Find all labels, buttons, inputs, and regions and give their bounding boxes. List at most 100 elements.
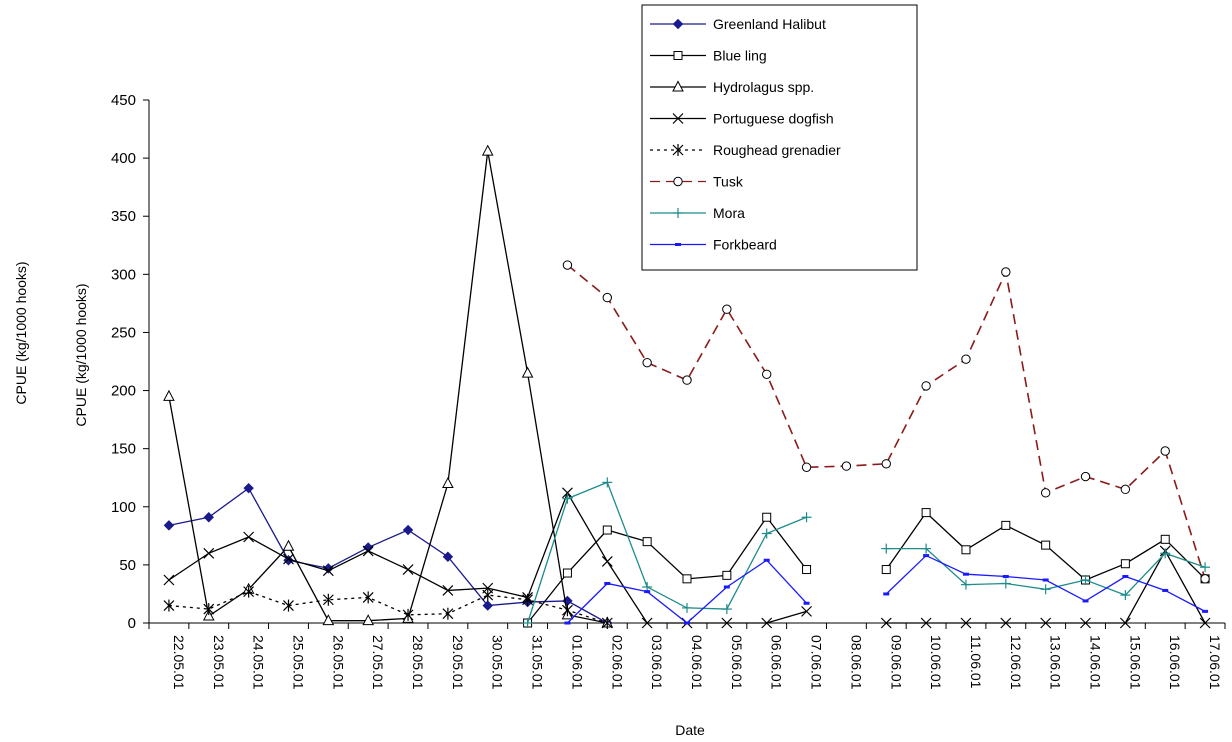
data-point	[1120, 559, 1130, 569]
series-line	[526, 481, 807, 624]
marker-stroke	[880, 617, 892, 629]
marker-stroke	[163, 574, 175, 586]
legend-label: Portuguese dogfish	[713, 111, 834, 127]
data-point	[960, 579, 971, 590]
data-point	[881, 459, 891, 469]
data-point	[362, 614, 375, 626]
x-tick-label: 09.06.01	[888, 635, 904, 690]
x-tick-label: 08.06.01	[848, 635, 864, 690]
data-point	[881, 543, 892, 554]
x-tick-label: 07.06.01	[809, 635, 825, 690]
data-point	[601, 617, 613, 629]
marker-stroke	[362, 545, 374, 557]
series-line	[168, 590, 608, 624]
x-tick-label: 12.06.01	[1008, 635, 1024, 690]
x-tick-label: 22.05.01	[171, 635, 187, 690]
data-point	[402, 564, 414, 575]
marker-stroke	[402, 564, 414, 575]
series-mora	[522, 477, 1211, 628]
data-point	[881, 565, 891, 575]
x-tick-label: 23.05.01	[211, 635, 227, 690]
x-tick-label: 16.06.01	[1167, 635, 1183, 690]
data-point	[362, 591, 374, 604]
data-point	[243, 531, 255, 543]
y-tick-label: 450	[111, 92, 136, 109]
data-point	[762, 369, 772, 379]
y-tick-label: 0	[128, 615, 136, 632]
data-point	[1122, 575, 1129, 579]
data-point	[1160, 446, 1170, 456]
data-point	[562, 568, 572, 578]
data-point	[763, 558, 770, 562]
x-tick-label: 26.05.01	[330, 635, 346, 690]
data-point	[921, 508, 931, 518]
data-point	[722, 570, 732, 580]
data-point	[1120, 484, 1131, 495]
series-line	[566, 264, 1206, 580]
data-point	[761, 528, 772, 539]
data-point	[1162, 588, 1169, 592]
series-greenland-halibut	[163, 482, 613, 629]
marker-stroke	[721, 617, 733, 629]
marker-stroke	[641, 617, 653, 629]
data-point	[644, 590, 651, 594]
data-point	[362, 545, 374, 557]
data-point	[1080, 574, 1091, 585]
x-tick-label: 06.06.01	[769, 635, 785, 690]
data-point	[1200, 574, 1210, 584]
y-tick-label: 50	[119, 557, 136, 574]
legend-item-forkbeard: Forkbeard	[650, 237, 777, 253]
y-tick-label: 100	[111, 499, 136, 516]
legend-marker	[672, 113, 684, 124]
data-point	[402, 608, 414, 621]
data-point	[1002, 575, 1009, 579]
data-point	[642, 537, 652, 547]
series-blue-ling	[523, 508, 1210, 628]
marker-stroke	[322, 565, 334, 577]
data-point	[642, 357, 652, 368]
data-point	[482, 600, 493, 611]
legend-label: Forkbeard	[713, 237, 777, 253]
data-point	[202, 609, 215, 621]
legend-item-mora: Mora	[650, 205, 745, 221]
legend-label: Blue ling	[713, 48, 767, 64]
data-point	[322, 593, 334, 606]
data-point	[562, 604, 573, 617]
data-point	[641, 617, 653, 629]
data-point	[880, 617, 892, 629]
data-point	[243, 482, 254, 494]
y-tick-label: 150	[111, 441, 136, 458]
outer-y-axis-title: CPUE (kg/1000 hooks)	[13, 261, 29, 404]
legend-item-portuguese-dogfish: Portuguese dogfish	[650, 111, 834, 127]
data-point	[923, 554, 930, 558]
data-point	[1199, 617, 1211, 629]
data-point	[442, 476, 454, 489]
x-tick-label: 10.06.01	[928, 635, 944, 690]
data-point	[682, 574, 692, 584]
data-point	[962, 572, 969, 576]
data-point	[481, 144, 494, 156]
data-point	[1041, 540, 1051, 550]
data-point	[601, 555, 613, 567]
data-point	[961, 354, 971, 364]
data-point	[1040, 584, 1051, 595]
y-tick-label: 300	[111, 266, 136, 283]
legend-marker	[673, 51, 683, 60]
x-tick-label: 03.06.01	[649, 635, 665, 690]
legend-marker	[675, 243, 681, 246]
data-point	[883, 592, 890, 596]
legend-marker	[672, 80, 684, 92]
series-hydrolagus-spp	[163, 144, 614, 628]
data-point	[682, 375, 692, 385]
marker-stroke	[920, 617, 932, 629]
marker-stroke	[1040, 617, 1052, 629]
data-point	[1080, 617, 1091, 629]
x-axis-title: Date	[675, 722, 705, 738]
legend-item-hydrolagus-spp: Hydrolagus spp.	[650, 79, 814, 95]
legend-label: Mora	[713, 205, 745, 221]
data-point	[1160, 548, 1171, 559]
y-tick-label: 200	[111, 383, 136, 400]
data-point	[1040, 617, 1052, 629]
data-point	[243, 585, 255, 598]
